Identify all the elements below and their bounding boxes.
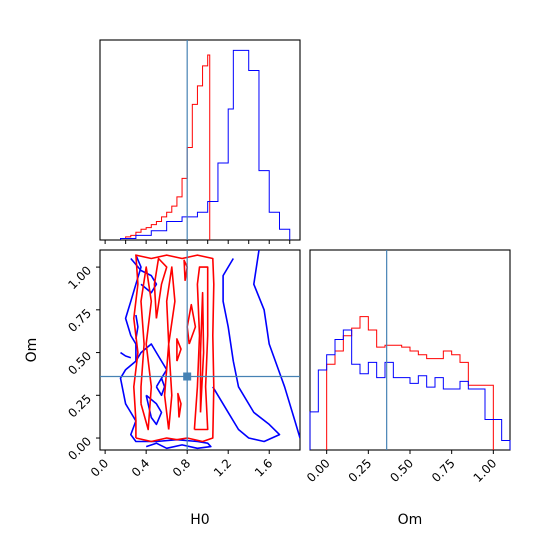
panel-contour-frame xyxy=(99,249,301,451)
x-tick-label-h0: 1.6 xyxy=(252,456,275,479)
histogram-h0-red xyxy=(120,54,211,240)
panel-hist-h0-frame xyxy=(99,39,301,241)
panel-hist-h0 xyxy=(99,39,301,244)
contour-line-red xyxy=(140,266,153,431)
contour-line-red xyxy=(186,303,197,345)
hist-h0-ticks xyxy=(104,240,291,244)
panel-contour-h0-om: 0.0 0.4 0.8 1.2 1.6 0.00 0.25 0.50 0.75 1.00 H0 O… xyxy=(24,249,301,528)
x-tick-label-om: 0.50 xyxy=(387,456,416,485)
truth-point-marker xyxy=(183,372,192,381)
histogram-om-blue xyxy=(309,329,511,450)
contour-line-red xyxy=(153,257,168,319)
x-tick-label-om: 0.25 xyxy=(346,456,375,485)
contour-line-blue xyxy=(119,254,212,450)
contour-line-red xyxy=(199,291,205,413)
x-tick-label-h0: 0.0 xyxy=(88,456,111,479)
y-tick-label-om: 0.50 xyxy=(65,349,94,378)
contour-line-red xyxy=(193,266,209,431)
contour-line-red xyxy=(183,259,188,281)
contour-line-blue xyxy=(120,351,132,359)
histogram-h0-blue xyxy=(120,49,291,240)
contour-marks xyxy=(119,250,300,450)
x-tick-label-h0: 1.2 xyxy=(211,456,234,479)
x-tick-label-h0: 0.4 xyxy=(129,456,152,479)
y-tick-label-om: 0.00 xyxy=(65,434,94,463)
y-tick-label-om: 0.75 xyxy=(65,306,94,335)
y-tick-label-om: 0.25 xyxy=(65,392,94,421)
contour-line-blue xyxy=(155,377,166,397)
hist-om-ticks: 0.00 0.25 0.50 0.75 1.00 xyxy=(304,450,499,485)
contour-line-red xyxy=(133,254,215,443)
x-tick-label-h0: 0.8 xyxy=(170,456,193,479)
y-axis-label-om: Om xyxy=(24,338,40,363)
contour-line-red xyxy=(177,392,182,418)
panel-hist-om: 0.00 0.25 0.50 0.75 1.00 Om xyxy=(304,249,511,528)
contour-line-blue xyxy=(253,250,300,439)
y-tick-label-om: 1.00 xyxy=(65,263,94,292)
x-tick-label-om: 0.75 xyxy=(429,456,458,485)
hist-h0-marks xyxy=(120,49,291,240)
contour-line-blue xyxy=(212,258,281,443)
contour-line-blue xyxy=(145,394,163,426)
hist-om-marks xyxy=(309,316,511,450)
x-tick-label-om: 1.00 xyxy=(471,456,500,485)
contour-line-red xyxy=(176,338,182,362)
contour-line-red xyxy=(163,266,176,430)
x-axis-label-h0: H0 xyxy=(190,512,209,528)
x-tick-label-om: 0.00 xyxy=(304,456,333,485)
x-axis-label-om: Om xyxy=(398,512,423,528)
contour-line-blue xyxy=(135,343,168,379)
